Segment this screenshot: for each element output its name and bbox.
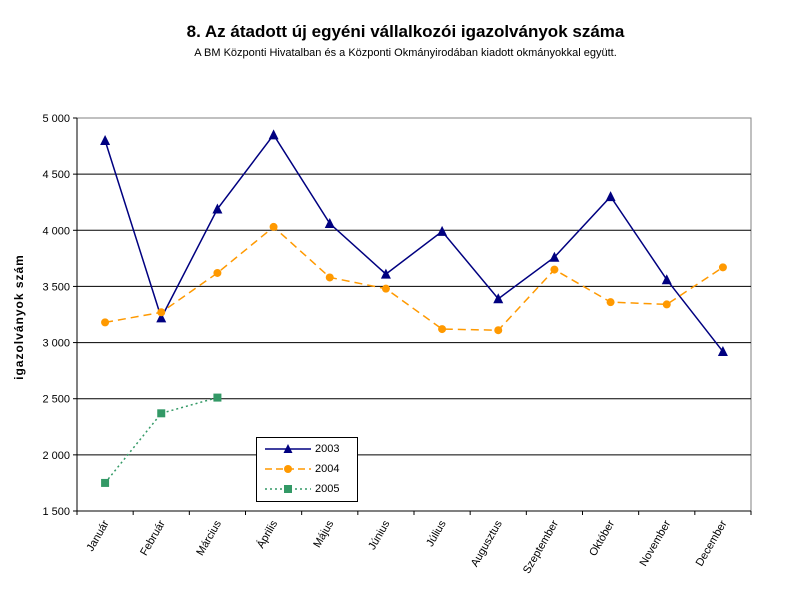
data-point-2003: [268, 129, 279, 140]
legend: 2003 2004 2005: [256, 437, 358, 502]
data-point-2004: [438, 325, 447, 334]
data-point-2005: [101, 478, 110, 487]
legend-item-2004: 2004: [257, 460, 357, 480]
data-point-2005: [213, 393, 222, 402]
y-tick-label: 5 000: [42, 113, 70, 125]
data-point-2003: [380, 268, 391, 279]
y-tick-label: 3 500: [42, 281, 70, 293]
x-tick-label: Szeptember: [521, 518, 561, 576]
data-point-2003: [100, 134, 111, 145]
data-point-2003: [605, 191, 616, 202]
data-point-2004: [213, 268, 222, 277]
legend-swatch-2004: [265, 465, 311, 473]
x-tick-label: Március: [194, 518, 224, 558]
x-tick-label: Június: [366, 518, 393, 552]
data-point-2004: [662, 300, 671, 309]
data-point-2004: [550, 265, 559, 274]
x-tick-label: Augusztus: [469, 518, 505, 569]
legend-label-2003: 2003: [315, 443, 340, 455]
y-tick-label: 4 000: [42, 225, 70, 237]
data-point-2004: [101, 318, 110, 327]
y-tick-label: 2 500: [42, 394, 70, 406]
x-tick-label: Július: [424, 518, 449, 549]
legend-label-2005: 2005: [315, 483, 340, 495]
legend-item-2005: 2005: [257, 480, 357, 500]
data-point-2005: [157, 409, 166, 418]
data-point-2003: [717, 346, 728, 357]
data-point-2004: [494, 326, 503, 335]
data-point-2003: [156, 312, 167, 323]
data-point-2003: [661, 274, 672, 285]
legend-swatch-2005: [265, 485, 311, 493]
data-point-2003: [549, 251, 560, 262]
x-tick-label: Október: [587, 518, 617, 558]
series-line-2003: [104, 133, 724, 353]
data-point-2004: [269, 222, 278, 231]
series-line-2004: [104, 225, 724, 331]
legend-swatch-2003: [265, 444, 311, 453]
data-point-2004: [157, 308, 166, 317]
y-tick-label: 4 500: [42, 169, 70, 181]
data-point-2003: [212, 203, 223, 214]
data-point-2003: [437, 225, 448, 236]
plot-area: [76, 117, 752, 512]
y-tick-label: 2 000: [42, 450, 70, 462]
x-tick-label: Január: [84, 518, 111, 553]
chart-subtitle: A BM Központi Hivatalban és a Központi O…: [194, 47, 617, 59]
legend-label-2004: 2004: [315, 463, 340, 475]
data-point-2004: [606, 298, 615, 307]
x-tick-label: Május: [311, 518, 336, 550]
y-axis-label: igazolványok szám: [11, 253, 26, 380]
x-tick-label: Április: [254, 518, 280, 551]
data-point-2004: [325, 273, 334, 282]
y-tick-label: 1 500: [42, 506, 70, 518]
x-tick-label: December: [694, 518, 730, 568]
chart-title: 8. Az átadott új egyéni vállalkozói igaz…: [186, 22, 625, 41]
data-point-2004: [381, 284, 390, 293]
data-point-2003: [324, 218, 335, 229]
x-tick-label: Február: [138, 518, 168, 558]
y-tick-label: 3 000: [42, 338, 70, 350]
legend-item-2003: 2003: [257, 440, 357, 460]
data-point-2004: [718, 263, 727, 272]
data-point-2003: [493, 293, 504, 304]
x-tick-label: November: [638, 518, 674, 568]
